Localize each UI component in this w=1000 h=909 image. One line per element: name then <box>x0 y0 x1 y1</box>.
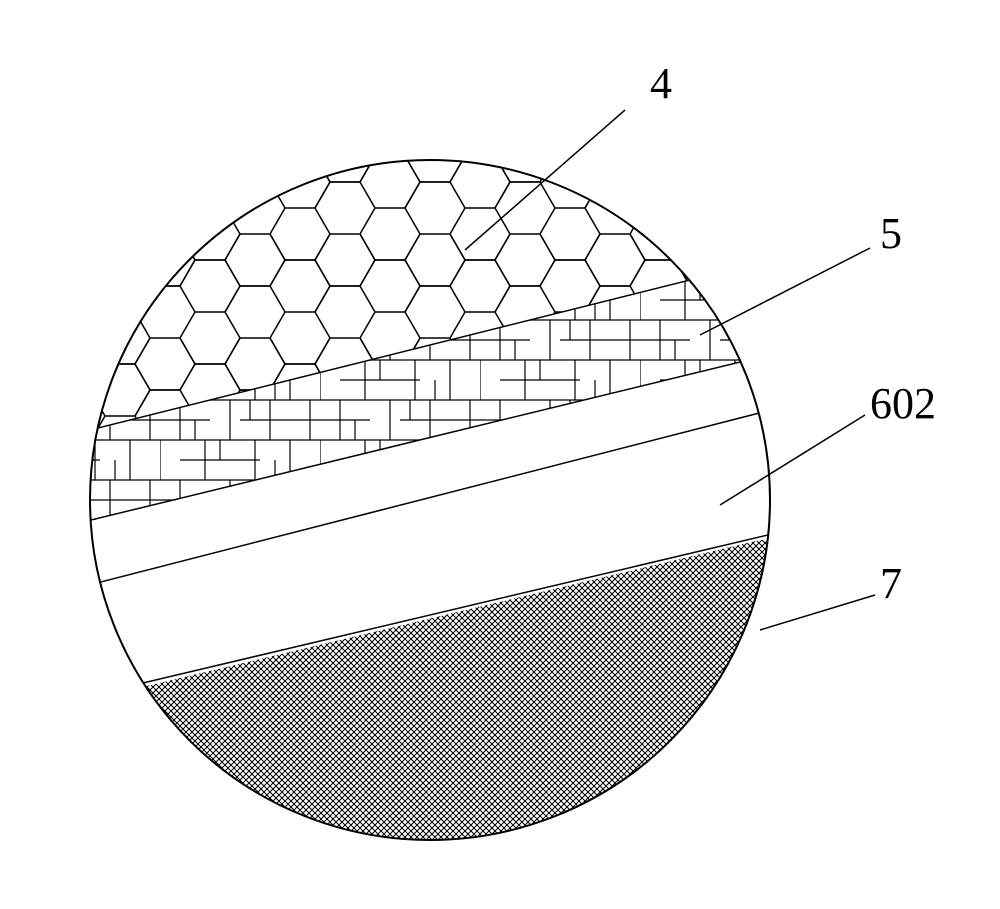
leader-7 <box>760 595 875 630</box>
diagram-svg <box>0 0 1000 909</box>
leader-5 <box>700 248 870 335</box>
label-602: 602 <box>870 378 936 429</box>
label-7: 7 <box>880 558 902 609</box>
label-4: 4 <box>650 58 672 109</box>
label-5: 5 <box>880 208 902 259</box>
layer-hex-top <box>50 50 810 170</box>
